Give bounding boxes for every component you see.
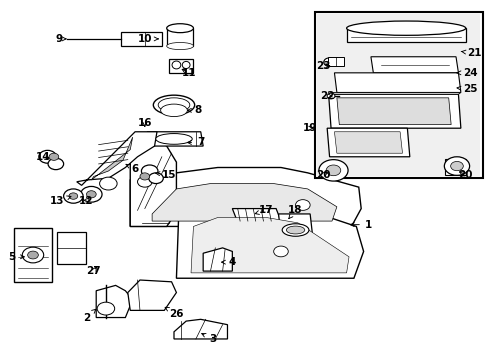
Ellipse shape (160, 104, 187, 117)
Text: 8: 8 (187, 105, 202, 115)
Polygon shape (326, 128, 409, 157)
Polygon shape (328, 94, 460, 128)
Polygon shape (176, 203, 363, 278)
Circle shape (39, 150, 56, 163)
Circle shape (63, 189, 83, 203)
Text: 11: 11 (181, 68, 195, 78)
Polygon shape (127, 280, 176, 310)
Text: 3: 3 (201, 333, 216, 344)
Ellipse shape (182, 62, 190, 68)
Text: 16: 16 (137, 118, 152, 128)
Text: 15: 15 (156, 170, 176, 180)
Circle shape (295, 200, 309, 210)
Polygon shape (445, 158, 465, 175)
Polygon shape (77, 132, 157, 185)
Circle shape (140, 173, 149, 180)
Circle shape (22, 247, 43, 263)
Ellipse shape (282, 224, 308, 236)
Circle shape (323, 58, 335, 66)
Text: 25: 25 (456, 84, 477, 94)
Polygon shape (152, 184, 336, 221)
Polygon shape (278, 214, 312, 235)
Text: 10: 10 (137, 34, 158, 44)
Bar (314, 12, 482, 178)
Text: 13: 13 (50, 196, 71, 206)
Text: 18: 18 (288, 205, 302, 219)
Polygon shape (203, 248, 232, 271)
Ellipse shape (158, 98, 189, 112)
Circle shape (97, 302, 115, 315)
Polygon shape (57, 232, 86, 264)
Polygon shape (130, 139, 176, 226)
Text: 27: 27 (86, 266, 101, 276)
Text: 2: 2 (82, 309, 96, 323)
Polygon shape (191, 217, 348, 273)
Polygon shape (370, 57, 458, 73)
Polygon shape (120, 32, 162, 46)
Ellipse shape (166, 42, 193, 50)
Circle shape (28, 251, 38, 259)
Circle shape (148, 173, 163, 184)
Polygon shape (327, 57, 344, 66)
Ellipse shape (166, 24, 193, 33)
Ellipse shape (286, 226, 304, 234)
Circle shape (325, 165, 340, 176)
Text: 24: 24 (456, 68, 477, 78)
Circle shape (86, 191, 96, 198)
Polygon shape (174, 319, 227, 339)
Circle shape (450, 161, 462, 171)
Circle shape (141, 165, 158, 177)
Polygon shape (169, 59, 193, 73)
Text: 5: 5 (8, 252, 24, 262)
Polygon shape (328, 93, 460, 94)
Polygon shape (346, 28, 465, 42)
Text: 9: 9 (55, 34, 66, 44)
Ellipse shape (153, 95, 194, 115)
Text: 21: 21 (460, 48, 480, 58)
Circle shape (69, 193, 78, 199)
Text: 20: 20 (458, 170, 472, 180)
Circle shape (444, 157, 468, 175)
Polygon shape (232, 208, 281, 221)
Text: 20: 20 (316, 170, 330, 180)
Polygon shape (96, 285, 132, 318)
Polygon shape (14, 228, 52, 282)
Text: 6: 6 (126, 164, 139, 174)
Text: 1: 1 (350, 220, 371, 230)
Text: 22: 22 (320, 91, 334, 101)
Polygon shape (166, 28, 193, 46)
Circle shape (49, 153, 59, 160)
Circle shape (48, 158, 63, 170)
Text: 4: 4 (221, 257, 236, 267)
Polygon shape (336, 98, 450, 125)
Text: 19: 19 (303, 123, 317, 133)
Text: 17: 17 (255, 205, 273, 215)
Text: 26: 26 (165, 307, 183, 319)
Circle shape (273, 246, 287, 257)
Text: 12: 12 (79, 197, 94, 206)
Polygon shape (334, 73, 460, 93)
Circle shape (318, 159, 347, 181)
Polygon shape (130, 167, 361, 226)
Ellipse shape (172, 61, 181, 69)
Circle shape (326, 93, 334, 99)
Circle shape (137, 176, 152, 187)
Polygon shape (334, 132, 402, 153)
Circle shape (100, 177, 117, 190)
Text: 7: 7 (187, 138, 204, 148)
Bar (317, 14, 479, 176)
Ellipse shape (156, 134, 192, 144)
Ellipse shape (346, 21, 465, 35)
Polygon shape (147, 132, 203, 146)
Text: 23: 23 (316, 61, 330, 71)
Text: 14: 14 (35, 152, 50, 162)
Polygon shape (91, 137, 132, 180)
Circle shape (81, 186, 102, 202)
